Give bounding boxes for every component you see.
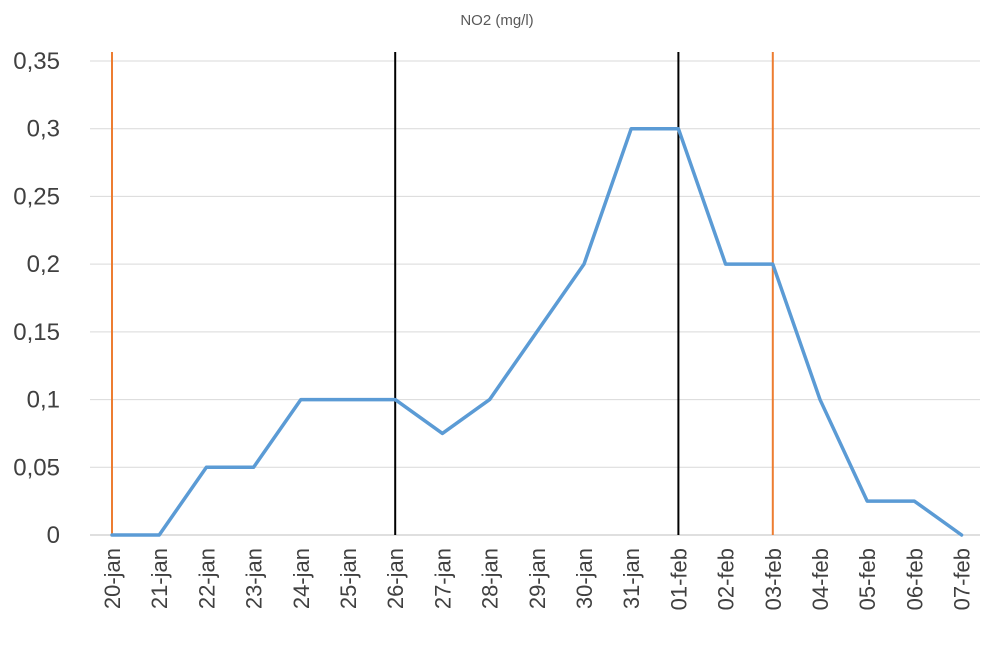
y-tick-label: 0,1 (27, 387, 60, 414)
series-line (110, 126, 964, 537)
y-tick-label: 0,2 (27, 251, 60, 278)
x-tick-label: 29-jan (525, 548, 550, 609)
x-tick-label: 26-jan (383, 548, 408, 609)
gridlines (90, 60, 980, 468)
x-axis-ticks: 20-jan 21-jan 22-jan 23-jan 24-jan 25-jan 26-j… (100, 548, 975, 610)
x-tick-label: 28-jan (478, 548, 503, 609)
x-tick-label: 20-jan (100, 548, 125, 609)
x-tick-label: 27-jan (430, 548, 455, 609)
y-tick-label: 0,3 (27, 116, 60, 143)
x-tick-label: 31-jan (619, 548, 644, 609)
x-tick-label: 06-feb (902, 548, 927, 610)
reference-lines (111, 52, 774, 535)
x-tick-label: 30-jan (572, 548, 597, 609)
y-tick-label: 0,25 (13, 183, 60, 210)
x-tick-label: 23-jan (242, 548, 267, 609)
x-tick-label: 21-jan (147, 548, 172, 609)
y-axis-ticks: 0 0,05 0,1 0,15 0,2 0,25 0,3 0,35 (13, 48, 60, 549)
x-tick-label: 07-feb (950, 548, 975, 610)
x-tick-label: 22-jan (194, 548, 219, 609)
x-tick-label: 03-feb (761, 548, 786, 610)
chart-title: NO2 (mg/l) (460, 12, 533, 29)
x-tick-label: 24-jan (289, 548, 314, 609)
series (110, 126, 964, 537)
y-tick-label: 0,05 (13, 454, 60, 481)
x-tick-label: 25-jan (336, 548, 361, 609)
x-tick-label: 05-feb (855, 548, 880, 610)
y-tick-label: 0 (47, 522, 60, 549)
x-tick-label: 04-feb (808, 548, 833, 610)
x-tick-label: 02-feb (714, 548, 739, 610)
x-tick-label: 01-feb (666, 548, 691, 610)
y-tick-label: 0,35 (13, 48, 60, 75)
y-tick-label: 0,15 (13, 319, 60, 346)
